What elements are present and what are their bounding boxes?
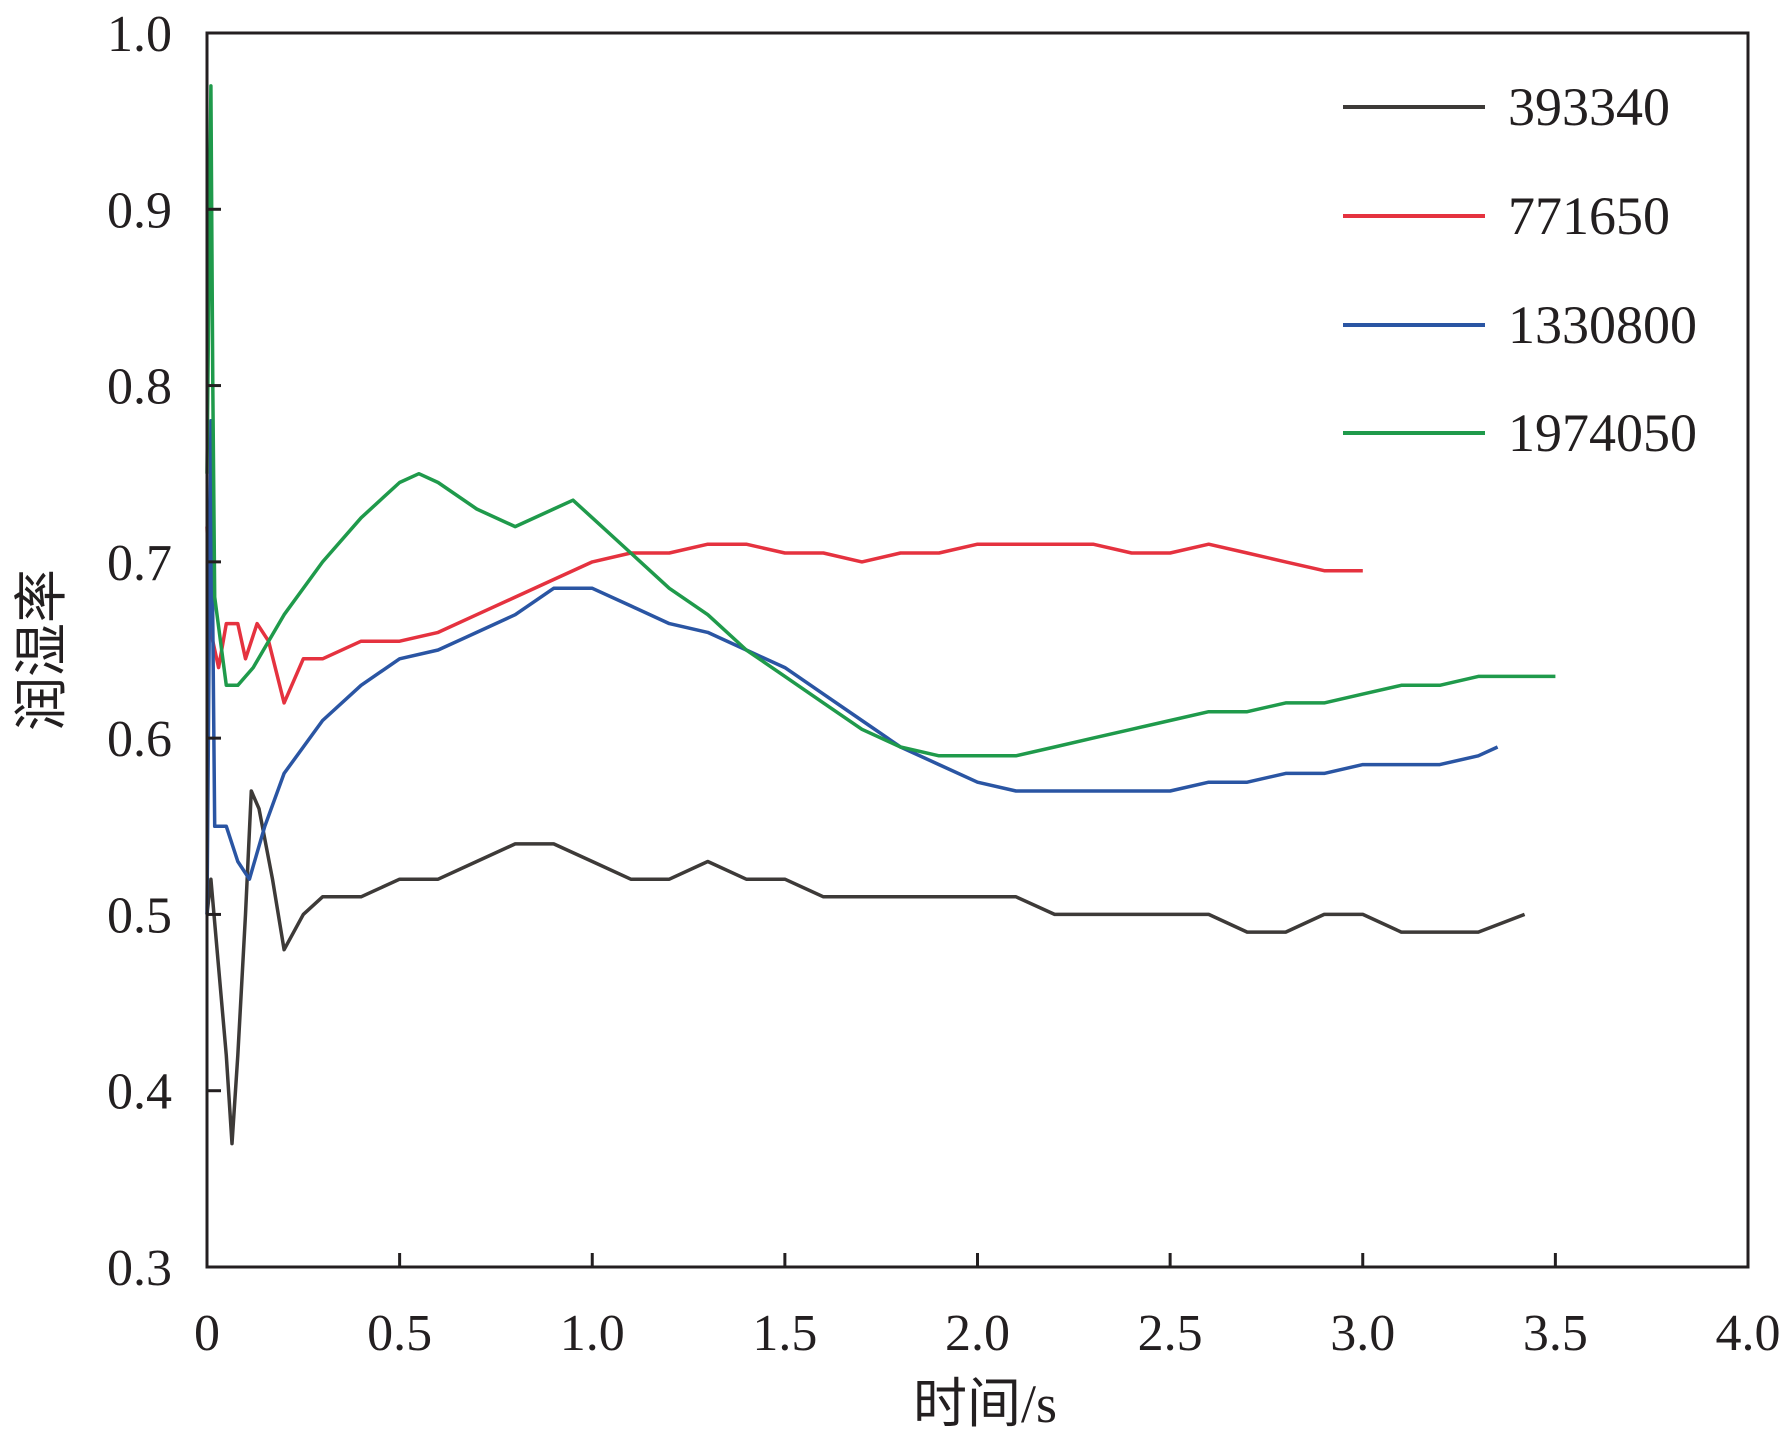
x-tick-label: 1.0 bbox=[560, 1305, 625, 1362]
legend: 393340 771650 1330800 1974050 bbox=[1343, 77, 1697, 463]
x-tick-label: 2.0 bbox=[945, 1305, 1010, 1362]
y-tick-label: 1.0 bbox=[107, 6, 172, 63]
x-tick-label: 1.5 bbox=[752, 1305, 817, 1362]
legend-label: 1330800 bbox=[1508, 295, 1697, 355]
legend-label: 771650 bbox=[1508, 186, 1670, 246]
x-axis-title: 时间/s bbox=[913, 1374, 1057, 1434]
series-line-1330800 bbox=[205, 419, 1499, 915]
x-tick-label: 3.5 bbox=[1523, 1305, 1588, 1362]
x-tick-marks bbox=[205, 1253, 1750, 1267]
x-tick-label: 0.5 bbox=[367, 1305, 432, 1362]
series-line-771650 bbox=[205, 526, 1363, 705]
series-layer bbox=[205, 84, 1556, 1146]
y-tick-label: 0.6 bbox=[107, 711, 172, 768]
y-tick-label: 0.9 bbox=[107, 182, 172, 239]
y-tick-label: 0.8 bbox=[107, 359, 172, 416]
y-tick-label: 0.7 bbox=[107, 535, 172, 592]
series-line-393340 bbox=[205, 789, 1526, 1146]
x-tick-label: 2.5 bbox=[1138, 1305, 1203, 1362]
y-tick-label: 0.3 bbox=[107, 1240, 172, 1297]
series-line-1974050 bbox=[205, 84, 1556, 758]
legend-label: 1974050 bbox=[1508, 403, 1697, 463]
x-tick-label: 4.0 bbox=[1716, 1305, 1781, 1362]
y-tick-label: 0.5 bbox=[107, 887, 172, 944]
x-tick-label: 3.0 bbox=[1330, 1305, 1395, 1362]
y-axis-title: 润湿率 bbox=[12, 569, 72, 731]
y-tick-label: 0.4 bbox=[107, 1064, 172, 1121]
x-tick-labels: 0 0.5 1.0 1.5 2.0 2.5 3.0 3.5 4.0 bbox=[194, 1305, 1781, 1362]
legend-label: 393340 bbox=[1508, 77, 1670, 137]
y-tick-marks bbox=[207, 31, 221, 1269]
x-tick-label: 0 bbox=[194, 1305, 220, 1362]
y-tick-labels: 0.3 0.4 0.5 0.6 0.7 0.8 0.9 1.0 bbox=[107, 6, 172, 1297]
